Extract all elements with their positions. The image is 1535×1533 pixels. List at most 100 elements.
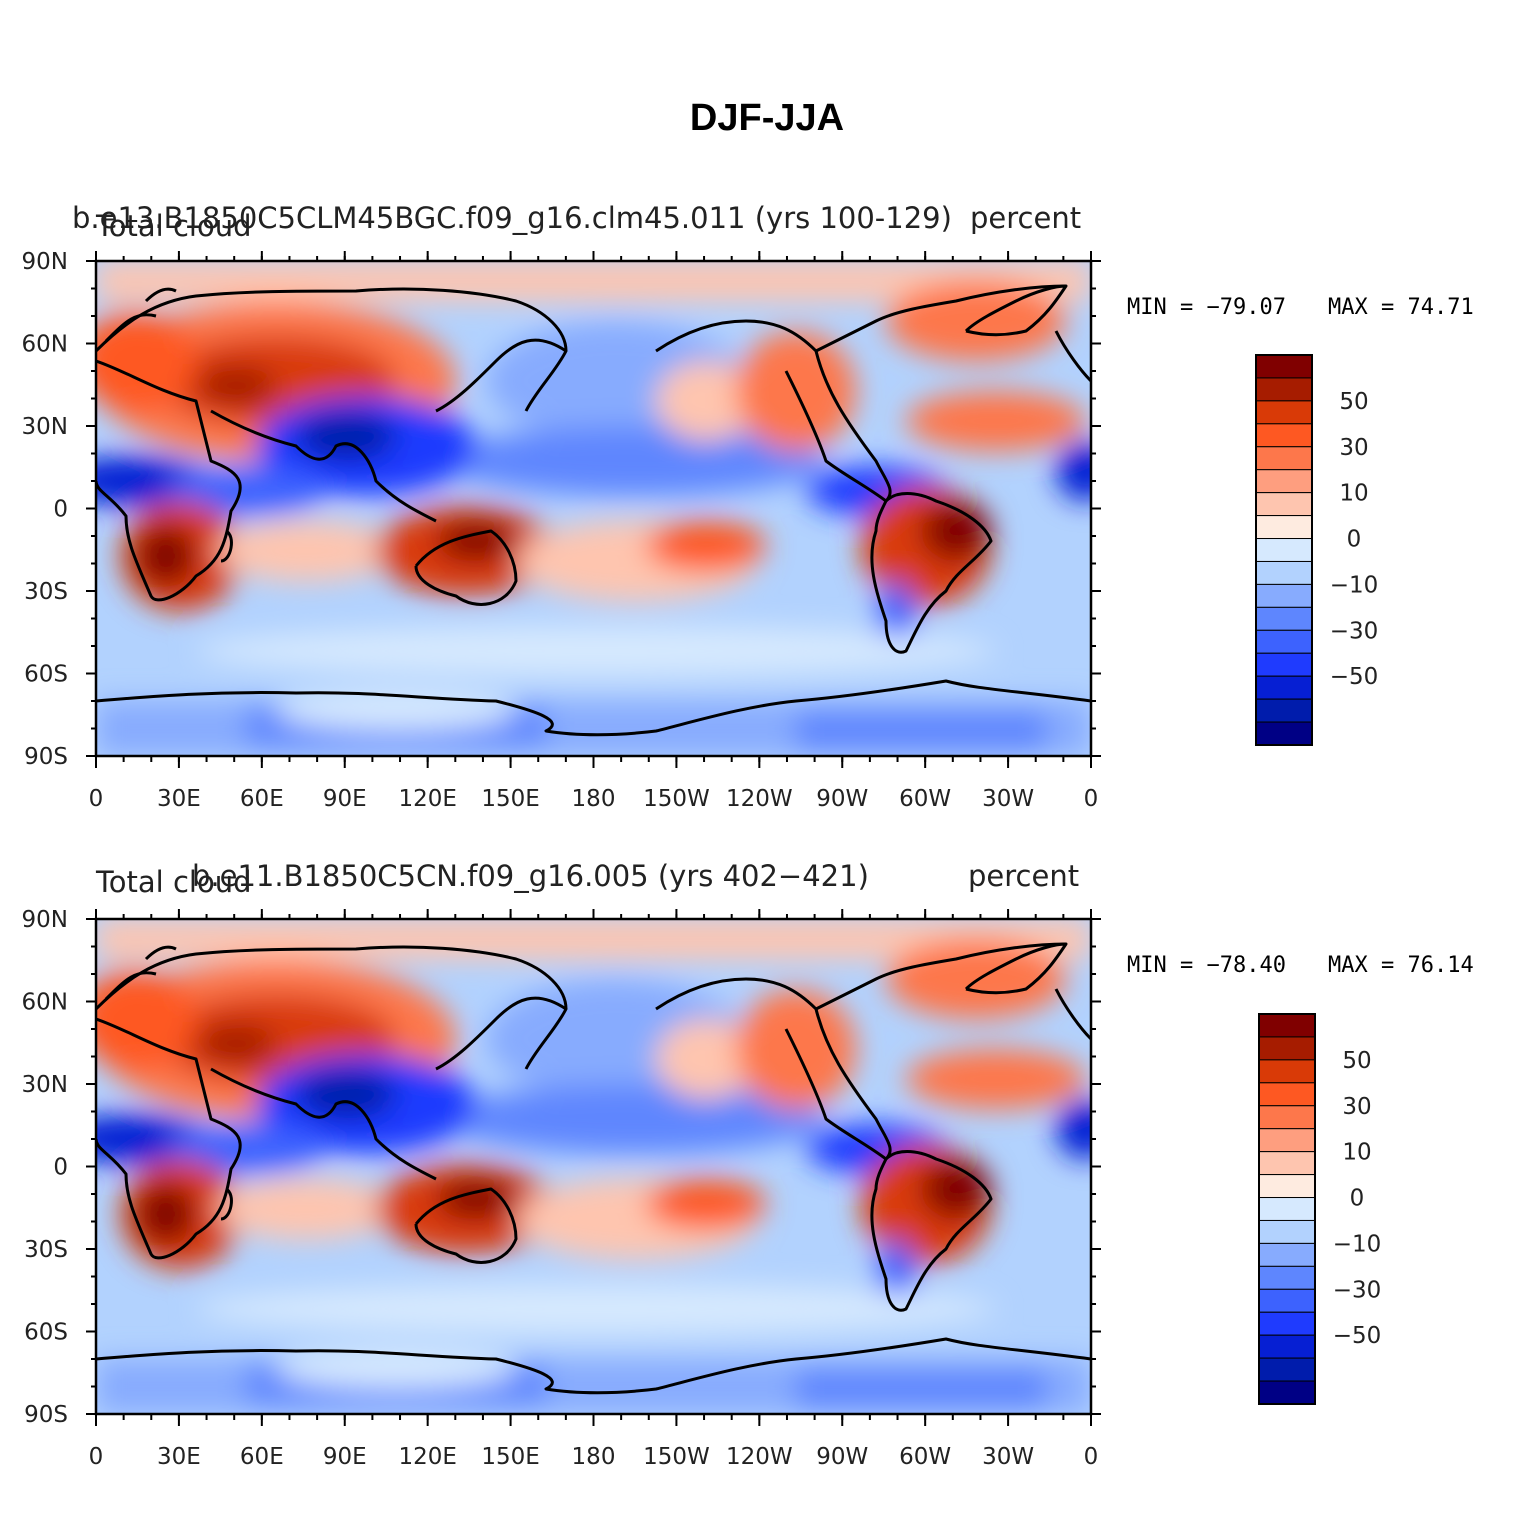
panel-2-lat-axis: 90N 60N 30N 0 30S 60S 90S xyxy=(22,907,1101,1428)
lon-label: 120E xyxy=(398,1444,456,1470)
lon-label: 90E xyxy=(323,786,367,812)
colorbar-swatch xyxy=(1255,606,1313,631)
colorbar-swatch xyxy=(1255,629,1313,654)
panel-1-min-label: MIN = −79.07 xyxy=(1127,295,1286,320)
colorbar-swatch xyxy=(1255,492,1313,517)
colorbar-swatch xyxy=(1255,515,1313,540)
colorbar-label: −30 xyxy=(1333,1277,1382,1303)
lon-label: 0 xyxy=(89,786,104,812)
figure-title: DJF-JJA xyxy=(690,97,844,139)
lat-label: 90N xyxy=(22,249,68,275)
lat-label: 60N xyxy=(22,990,68,1016)
lon-label: 180 xyxy=(572,1444,616,1470)
lon-label: 30E xyxy=(157,1444,201,1470)
lon-label: 150E xyxy=(481,1444,539,1470)
colorbar-label: −30 xyxy=(1330,618,1379,644)
colorbar-swatch xyxy=(1255,698,1313,723)
colorbar-swatch xyxy=(1255,721,1313,746)
colorbar-label: 50 xyxy=(1342,1048,1371,1074)
panel-1-max-label: MAX = 74.71 xyxy=(1328,295,1474,320)
colorbar-label: 0 xyxy=(1347,527,1362,553)
colorbar-swatch xyxy=(1258,1059,1316,1084)
panel-1-field xyxy=(96,261,1091,756)
colorbar-swatch xyxy=(1255,560,1313,585)
colorbar-swatch xyxy=(1258,1036,1316,1061)
panel-1-units: percent xyxy=(970,201,1081,235)
colorbar-swatch xyxy=(1255,446,1313,471)
colorbar-label: 10 xyxy=(1339,481,1368,507)
colorbar-label: −10 xyxy=(1333,1231,1382,1257)
colorbar-swatch xyxy=(1258,1197,1316,1221)
panel-2-variable: Total cloud xyxy=(95,865,251,899)
lon-label: 60E xyxy=(240,786,284,812)
colorbar-swatch xyxy=(1258,1265,1316,1290)
lon-label: 120E xyxy=(398,786,456,812)
lon-label: 0 xyxy=(1084,1444,1099,1470)
colorbar-frame xyxy=(1255,354,1313,746)
lon-label: 120W xyxy=(726,786,793,812)
lat-label: 90N xyxy=(22,907,68,933)
lat-label: 0 xyxy=(53,497,68,523)
colorbar-swatch xyxy=(1258,1357,1316,1382)
panel-2-colorbar: 50 30 10 0 −10 −30 −50 xyxy=(1258,1013,1382,1405)
lat-label: 0 xyxy=(53,1155,68,1181)
lon-label: 0 xyxy=(1084,786,1099,812)
lon-label: 60W xyxy=(899,1444,951,1470)
colorbar-swatch xyxy=(1255,400,1313,425)
lon-label: 30W xyxy=(982,786,1034,812)
panel-2-min-label: MIN = −78.40 xyxy=(1127,953,1286,978)
map-panel-1: Total cloud b.e13.B1850C5CLM45BGC.f09_g1… xyxy=(22,201,1474,812)
lon-label: 90E xyxy=(323,1444,367,1470)
colorbar-label: 30 xyxy=(1342,1094,1371,1120)
colorbar-swatch xyxy=(1258,1219,1316,1244)
map-panel-2: Total cloud b.e11.B1850C5CN.f09_g16.005 … xyxy=(22,859,1474,1470)
colorbar-label: −50 xyxy=(1333,1323,1382,1349)
lon-label: 0 xyxy=(89,1444,104,1470)
lon-label: 150W xyxy=(643,1444,710,1470)
lon-label: 60W xyxy=(899,786,951,812)
panel-1-case: b.e13.B1850C5CLM45BGC.f09_g16.clm45.011 … xyxy=(72,201,952,235)
colorbar-swatch xyxy=(1258,1288,1316,1313)
lat-label: 30N xyxy=(22,414,68,440)
colorbar-swatch xyxy=(1255,377,1313,402)
panel-1-lat-axis: 90N 60N 30N 0 30S 60S 90S xyxy=(22,249,1101,770)
lon-label: 60E xyxy=(240,1444,284,1470)
colorbar-swatch xyxy=(1258,1174,1316,1199)
colorbar-label: −10 xyxy=(1330,572,1379,598)
colorbar-swatch xyxy=(1258,1242,1316,1267)
colorbar-label: 50 xyxy=(1339,389,1368,415)
lat-label: 60N xyxy=(22,332,68,358)
lat-label: 90S xyxy=(24,1402,68,1428)
colorbar-label: −50 xyxy=(1330,664,1379,690)
colorbar-swatch xyxy=(1258,1151,1316,1176)
colorbar-label: 30 xyxy=(1339,435,1368,461)
colorbar-swatch xyxy=(1258,1105,1316,1130)
lon-label: 30W xyxy=(982,1444,1034,1470)
panel-2-max-label: MAX = 76.14 xyxy=(1328,953,1474,978)
lat-label: 60S xyxy=(24,662,68,688)
colorbar-swatch xyxy=(1258,1334,1316,1359)
panel-1-colorbar: 50 30 10 0 −10 −30 −50 xyxy=(1255,354,1379,746)
panel-2-lon-axis: 0 30E 60E 90E 120E 150E 180 150W 120W 90W 60W 30W 0 xyxy=(89,909,1099,1470)
colorbar-frame xyxy=(1258,1013,1316,1405)
lat-label: 30N xyxy=(22,1072,68,1098)
colorbar-swatch xyxy=(1255,675,1313,700)
colorbar-swatch xyxy=(1255,583,1313,608)
colorbar-swatch xyxy=(1255,423,1313,448)
colorbar-label: 10 xyxy=(1342,1140,1371,1166)
colorbar-swatch xyxy=(1255,354,1313,379)
colorbar-swatch xyxy=(1258,1380,1316,1405)
colorbar-swatch xyxy=(1258,1013,1316,1038)
colorbar-swatch xyxy=(1255,538,1313,562)
panel-2-units: percent xyxy=(968,859,1079,893)
colorbar-label: 0 xyxy=(1350,1186,1365,1212)
colorbar-swatch xyxy=(1255,652,1313,677)
panel-2-field xyxy=(96,919,1091,1414)
lat-label: 30S xyxy=(24,1237,68,1263)
colorbar-swatch xyxy=(1255,469,1313,494)
lat-label: 90S xyxy=(24,744,68,770)
lon-label: 180 xyxy=(572,786,616,812)
panel-1-lon-axis: 0 30E 60E 90E 120E 150E 180 150W 120W 90W 60W 30W 0 xyxy=(89,251,1099,812)
colorbar-swatch xyxy=(1258,1311,1316,1336)
colorbar-swatch xyxy=(1258,1082,1316,1107)
